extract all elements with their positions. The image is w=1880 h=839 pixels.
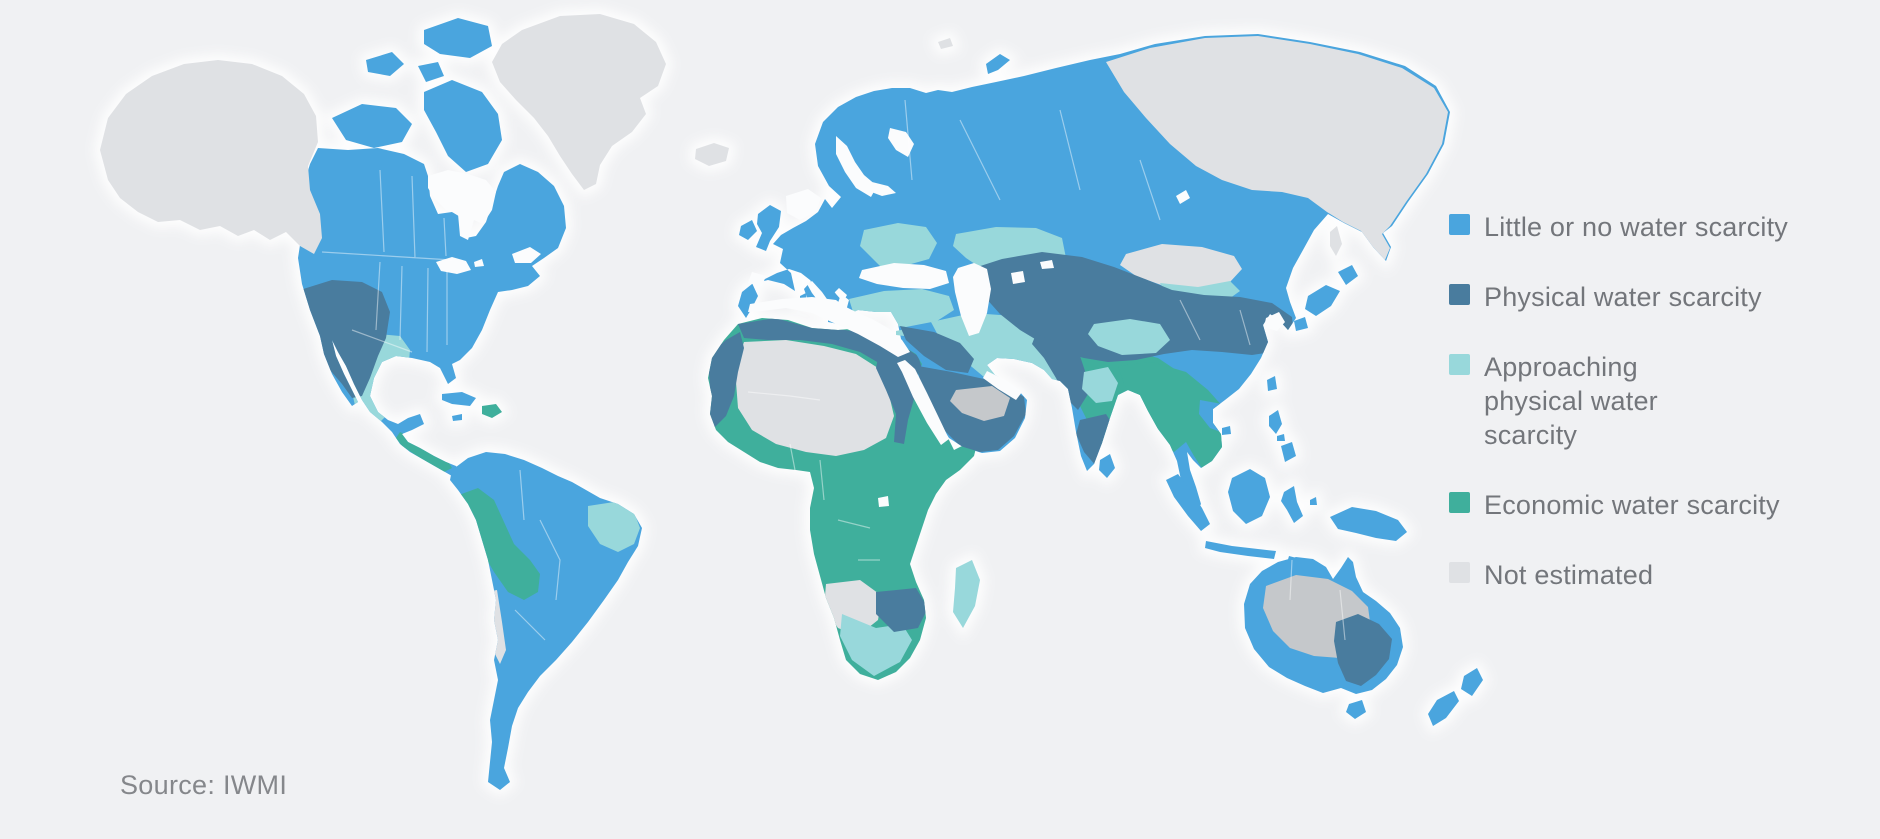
region-xinjiang-tarim	[1088, 319, 1170, 355]
region-sahara	[736, 340, 894, 456]
legend-label: Approaching physical water scarcity	[1484, 352, 1658, 450]
sea-north-sea	[786, 189, 821, 220]
region-southeast-australia	[1334, 614, 1392, 686]
sea-bohai	[1264, 312, 1285, 331]
internal-borders	[321, 99, 1346, 641]
sea-persian-gulf	[983, 371, 1022, 400]
legend-swatch-economic-water-scarcity	[1449, 492, 1470, 513]
legend-label: Little or no water scarcity	[1484, 212, 1789, 242]
region-namibia-kalahari	[824, 580, 882, 636]
seas	[428, 128, 1285, 507]
region-central-asia-tibet-north-china	[968, 252, 1294, 362]
legend-swatch-approaching-physical-water-scarcity	[1449, 354, 1470, 375]
legend-item-little-or-no-water-scarcity: Little or no water scarcity	[1449, 210, 1829, 244]
region-west-india	[1082, 367, 1118, 403]
sea-biscay	[748, 272, 766, 286]
legend-label: Physical water scarcity	[1484, 282, 1762, 312]
lake-victoria	[878, 496, 889, 507]
sea-gulf-st-lawrence	[512, 247, 541, 263]
legend-item-not-estimated: Not estimated	[1449, 558, 1829, 592]
legend-label: Economic water scarcity	[1484, 490, 1780, 520]
sea-aral	[1011, 260, 1054, 284]
sea-black-sea	[859, 263, 949, 289]
sea-white-sea	[888, 128, 914, 157]
legend-swatch-physical-water-scarcity	[1449, 284, 1470, 305]
legend-item-approaching-physical-water-scarcity: Approaching physical water scarcity	[1449, 350, 1829, 452]
source-attribution: Source: IWMI	[120, 770, 288, 800]
region-northeast-brazil	[588, 502, 640, 552]
sea-caspian	[953, 263, 991, 336]
region-empty-quarter-desert	[950, 386, 1010, 421]
region-northeast-russia	[1106, 36, 1448, 260]
region-andes-peru-bolivia	[456, 488, 540, 600]
region-southwest-usa-north-mexico	[300, 280, 390, 398]
region-madagascar	[953, 560, 980, 628]
region-southeast-asia	[1118, 362, 1232, 470]
sea-baltic	[836, 136, 896, 197]
region-ukraine	[860, 223, 937, 281]
region-mongolia	[1120, 244, 1242, 288]
regions-approaching-overlays	[1082, 319, 1170, 403]
sea-mediterranean	[748, 281, 910, 357]
region-west-africa-coast	[708, 332, 744, 428]
region-maghreb-coast	[738, 318, 922, 380]
lake-baikal	[1176, 190, 1190, 204]
sea-red-sea	[897, 360, 949, 445]
region-pakistan-indus	[1032, 334, 1088, 410]
sea-great-lakes	[436, 257, 484, 274]
region-levant-iraq	[900, 326, 974, 373]
sea-hudson-bay	[428, 170, 496, 240]
legend-swatch-not-estimated	[1449, 562, 1470, 583]
region-limpopo	[876, 588, 928, 632]
legend-swatch-little-or-no-water-scarcity	[1449, 214, 1470, 235]
legend-label: Not estimated	[1484, 560, 1654, 590]
legend-item-economic-water-scarcity: Economic water scarcity	[1449, 488, 1829, 522]
legend: Little or no water scarcity Physical wat…	[1449, 210, 1829, 628]
region-alaska	[100, 60, 322, 254]
legend-item-physical-water-scarcity: Physical water scarcity	[1449, 280, 1829, 314]
